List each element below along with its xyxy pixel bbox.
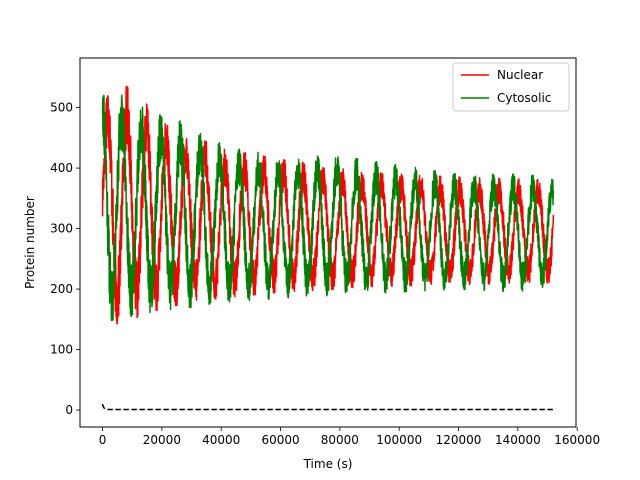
plot-area xyxy=(79,57,577,428)
legend-label-cytosolic: Cytosolic xyxy=(497,91,551,105)
y-tick-label: 300 xyxy=(50,222,73,236)
x-axis: 0 20000 40000 60000 80000 100000 120000 140000 1… xyxy=(99,427,600,447)
series-line-nuclear xyxy=(101,85,555,325)
axes-frame xyxy=(79,57,577,428)
y-tick-label: 400 xyxy=(50,161,73,175)
series-layer xyxy=(101,85,555,411)
y-axis-label: Protein number xyxy=(23,196,37,289)
x-tick-label: 80000 xyxy=(321,433,359,447)
x-tick-label: 40000 xyxy=(202,433,240,447)
x-tick-label: 0 xyxy=(99,433,107,447)
series-line-dashed xyxy=(101,403,554,411)
series-line-cytosolic xyxy=(101,94,555,322)
x-tick-label: 20000 xyxy=(143,433,181,447)
y-tick-label: 0 xyxy=(65,403,73,417)
legend-label-nuclear: Nuclear xyxy=(497,68,543,82)
x-tick-label: 160000 xyxy=(554,433,600,447)
y-tick-label: 500 xyxy=(50,101,73,115)
y-axis: 0 100 200 300 400 500 xyxy=(50,101,80,417)
legend: Nuclear Cytosolic xyxy=(452,62,570,112)
y-tick-label: 200 xyxy=(50,282,73,296)
x-tick-label: 140000 xyxy=(495,433,541,447)
x-tick-label: 100000 xyxy=(376,433,422,447)
x-tick-label: 120000 xyxy=(436,433,482,447)
y-tick-label: 100 xyxy=(50,343,73,357)
x-tick-label: 60000 xyxy=(261,433,299,447)
x-axis-label: Time (s) xyxy=(303,457,353,471)
